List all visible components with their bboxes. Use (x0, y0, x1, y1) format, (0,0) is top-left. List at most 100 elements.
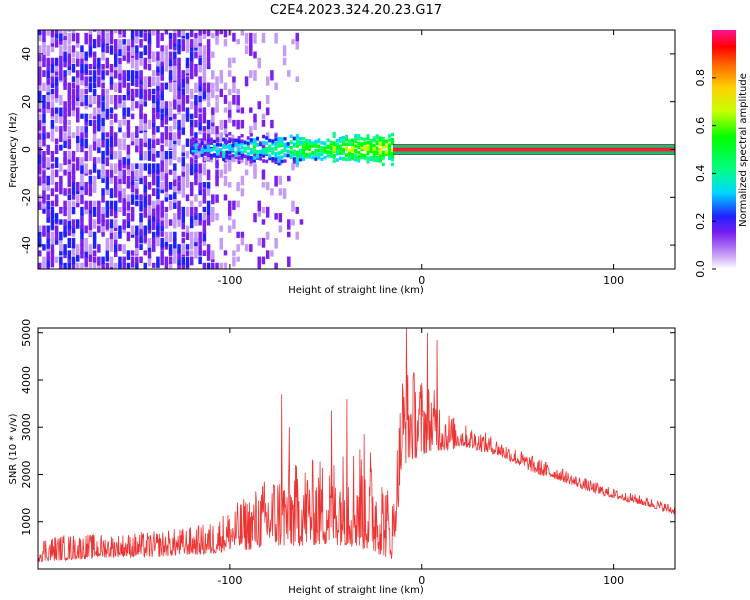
spectrogram-cell (59, 107, 63, 117)
spectrogram-cell (101, 119, 105, 127)
spectrogram-cell (168, 70, 173, 80)
spectrogram-cell (118, 138, 122, 149)
spectrogram-cell (156, 182, 160, 188)
spectrogram-cell (335, 146, 339, 150)
spectrogram-cell (302, 141, 306, 145)
spectrogram-cell (160, 144, 164, 152)
spectrogram-cell (46, 63, 50, 71)
spectrogram-cell (173, 144, 177, 154)
spectrogram-cell (105, 169, 110, 178)
spectrogram-cell (311, 144, 315, 148)
spectrogram-cell (360, 145, 364, 150)
spectrogram-cell (126, 119, 131, 130)
spectrogram-cell (126, 175, 131, 187)
spectrogram-cell (168, 231, 173, 243)
spectrogram-cell (274, 237, 278, 249)
spectrogram-cell (194, 194, 198, 202)
x-tick-label: 100 (603, 574, 624, 587)
spectrogram-cell (216, 142, 220, 147)
spectrogram-cell (63, 150, 67, 162)
spectrogram-cell (206, 200, 211, 208)
spectrogram-cell (202, 30, 207, 35)
spectrogram-cell (88, 213, 93, 222)
spectrogram-cell (59, 262, 63, 269)
spectrogram-cell (216, 156, 220, 161)
spectrogram-cell (202, 126, 207, 132)
spectrogram-cell (88, 45, 93, 56)
spectrogram-cell (332, 134, 336, 139)
spectrogram-cell (63, 76, 67, 87)
spectrogram-cell (59, 30, 63, 34)
spectrogram-cell (67, 175, 72, 183)
spectrogram-cell (160, 82, 164, 92)
spectrogram-cell (147, 95, 152, 101)
spectrogram-cell (194, 132, 198, 139)
spectrogram-cell (75, 157, 80, 168)
spectrogram-cell (185, 150, 190, 159)
spectrogram-cell (231, 143, 235, 148)
spectrogram-cell (143, 113, 148, 124)
spectrogram-cell (151, 30, 156, 36)
spectrogram-cell (67, 225, 72, 236)
spectrogram-cell (80, 194, 84, 205)
spectrogram-cell (259, 149, 263, 154)
spectrogram-cell (75, 219, 80, 229)
spectrogram-cell (257, 200, 261, 212)
spectrogram-cell (71, 182, 76, 190)
spectrogram-cell (372, 155, 376, 160)
spectrogram-cell (227, 206, 232, 216)
spectrogram-cell (237, 151, 241, 156)
spectrogram-cell (122, 82, 126, 88)
spectrogram-cell (378, 147, 382, 152)
spectrogram-cell (97, 213, 101, 223)
spectrogram-cell (97, 30, 101, 35)
spectrogram-cell (71, 132, 76, 139)
spectrogram-cell (232, 219, 236, 230)
spectrogram-cell (80, 45, 84, 53)
spectrogram-cell (323, 142, 327, 146)
spectrogram-cell (67, 157, 72, 165)
spectrogram-cell (59, 188, 63, 195)
spectrogram-cell (126, 250, 131, 261)
spectrogram-cell (105, 144, 110, 156)
spectrogram-cell (143, 57, 148, 68)
spectrogram-cell (181, 70, 186, 80)
spectrogram-cell (384, 150, 388, 154)
spectrogram-cell (381, 141, 385, 146)
spectrogram-cell (177, 219, 181, 227)
spectrogram-cell (173, 119, 177, 130)
spectrogram-cell (249, 107, 253, 113)
spectrogram-cell (71, 175, 76, 183)
spectrogram-cell (391, 150, 395, 155)
spectrogram-cell (335, 139, 339, 143)
spectrogram-cell (80, 63, 84, 74)
spectrogram-cell (109, 30, 114, 34)
spectrogram-cell (216, 154, 220, 158)
spectrogram-cell (67, 206, 72, 216)
spectrogram-cell (335, 142, 339, 147)
spectrogram-cell (302, 148, 306, 153)
spectrogram-cell (202, 225, 207, 234)
spectrogram-cell (130, 132, 135, 142)
snr-x-label: Height of straight line (km) (288, 585, 424, 596)
spectrogram-cell (113, 188, 118, 198)
spectrogram-cell (54, 200, 59, 207)
spectrogram-cell (147, 57, 152, 64)
spectrogram-cell (130, 194, 135, 205)
spectrogram-cell (243, 140, 247, 145)
spectrogram-cell (122, 244, 126, 254)
spectrogram-cell (50, 213, 55, 223)
spectrogram-cell (314, 157, 318, 161)
spectrogram-cell (203, 142, 207, 147)
spectrogram-cell (181, 144, 186, 153)
spectrogram-cell (135, 138, 139, 146)
spectrogram-cell (206, 51, 211, 61)
spectrogram-cell (191, 141, 195, 145)
spectrogram-cell (109, 132, 114, 140)
spectrogram-cell (219, 132, 224, 139)
spectrogram-cell (97, 244, 101, 253)
spectrogram-cell (231, 153, 235, 158)
spectrogram-cell (173, 63, 177, 71)
spectrogram-cell (130, 163, 135, 172)
